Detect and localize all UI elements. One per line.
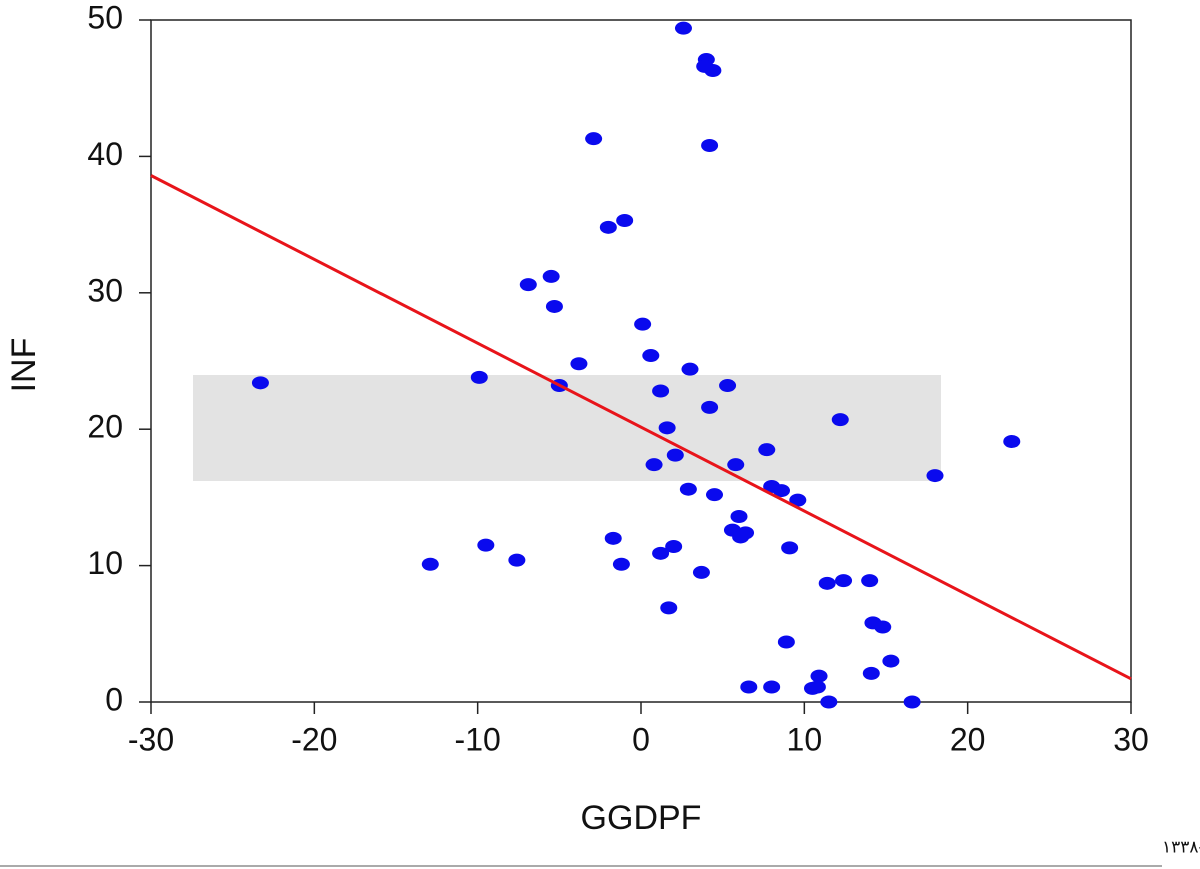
point <box>674 21 692 35</box>
point <box>508 553 526 567</box>
point <box>862 666 880 680</box>
point <box>634 317 652 331</box>
point <box>545 299 563 313</box>
point <box>874 620 892 634</box>
point <box>665 540 683 554</box>
y-tick-label: 40 <box>87 136 123 172</box>
y-axis-label: INF <box>5 338 43 393</box>
x-tick-label: 30 <box>1113 721 1149 757</box>
y-tick-label: 0 <box>105 681 123 717</box>
point <box>470 370 488 384</box>
point <box>903 695 921 709</box>
point <box>681 362 699 376</box>
point <box>704 63 722 77</box>
point <box>652 384 670 398</box>
point <box>701 138 719 152</box>
point <box>612 557 630 571</box>
point <box>666 448 684 462</box>
point <box>789 493 807 507</box>
y-tick-label: 50 <box>87 0 123 35</box>
point <box>763 680 781 694</box>
point <box>477 538 495 552</box>
x-tick-label: -30 <box>128 721 174 757</box>
point <box>706 488 723 502</box>
point <box>645 458 663 472</box>
plot-frame <box>150 19 1132 703</box>
point <box>642 349 660 363</box>
point <box>701 400 719 414</box>
point <box>519 278 537 292</box>
x-tick-label: -10 <box>455 721 501 757</box>
point <box>599 220 617 234</box>
point <box>570 357 588 371</box>
point <box>585 132 603 146</box>
x-tick-label: 0 <box>632 721 650 757</box>
point <box>542 269 560 283</box>
point <box>740 680 758 694</box>
x-tick-label: 10 <box>787 721 823 757</box>
x-axis-label: GGDPF <box>581 799 702 837</box>
point <box>421 557 439 571</box>
caption: نمودار رابطه نرخ رشد اقتصادی و نرخ تورم،… <box>1162 837 1200 857</box>
point <box>732 530 750 544</box>
point <box>818 576 836 590</box>
point <box>772 484 790 498</box>
point <box>658 421 676 435</box>
point <box>679 482 697 496</box>
point <box>882 654 900 668</box>
point <box>727 458 745 472</box>
watermark-band <box>193 375 941 481</box>
trend-line <box>150 174 1132 681</box>
x-tick-label: 20 <box>950 721 986 757</box>
point <box>604 531 622 545</box>
point <box>777 635 795 649</box>
point <box>820 695 838 709</box>
point <box>251 376 269 390</box>
point <box>861 574 879 588</box>
y-tick-label: 10 <box>87 545 123 581</box>
y-tick-label: 30 <box>87 272 123 308</box>
x-tick-label: -20 <box>291 721 337 757</box>
point <box>719 379 737 393</box>
point <box>758 443 776 457</box>
point <box>652 546 670 560</box>
point <box>810 669 828 683</box>
point <box>781 541 799 555</box>
point <box>808 680 826 694</box>
point <box>835 574 853 588</box>
y-tick-label: 20 <box>87 409 123 445</box>
point <box>1003 434 1021 448</box>
point <box>692 565 710 579</box>
point <box>831 413 849 427</box>
point <box>616 214 634 228</box>
point <box>926 469 944 483</box>
point <box>660 601 678 615</box>
point <box>730 509 748 523</box>
